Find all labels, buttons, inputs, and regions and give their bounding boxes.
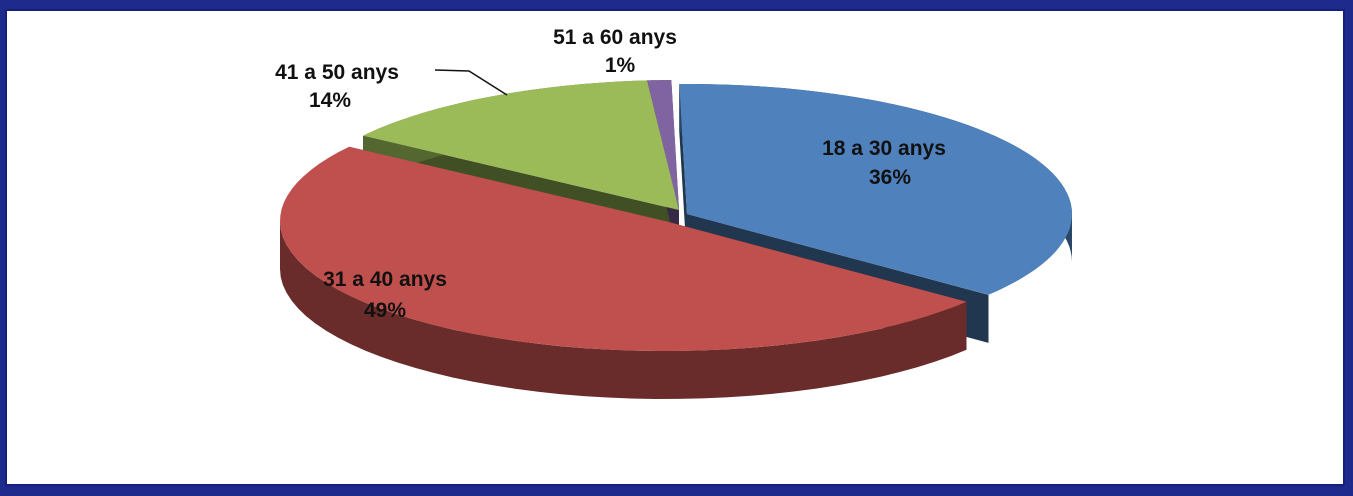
slice-label-31-40-value: 49% — [364, 299, 406, 322]
leader-line-41-50 — [434, 69, 508, 96]
pie-chart: 51 a 60 anys 1% 41 a 50 anys 14% 18 a 30… — [275, 26, 1072, 399]
slice-label-18-30-value: 36% — [869, 166, 911, 189]
slice-label-41-50-value: 14% — [309, 89, 351, 112]
slice-label-41-50-name: 41 a 50 anys — [275, 61, 399, 84]
pie-slice-18-30 — [679, 84, 1072, 295]
pie-slices — [280, 80, 1072, 399]
slice-label-18-30-name: 18 a 30 anys — [822, 137, 946, 160]
slice-label-31-40-name: 31 a 40 anys — [323, 268, 447, 291]
pie-slice-31-40 — [280, 146, 967, 351]
pie-slice-41-50 — [363, 80, 679, 211]
pie-slice-51-60 — [647, 80, 679, 210]
slice-label-51-60-value: 1% — [605, 54, 636, 77]
slice-rim-31-40 — [280, 221, 967, 399]
pie-top-faces — [280, 80, 1072, 351]
slice-label-51-60-name: 51 a 60 anys — [553, 26, 677, 49]
chart-frame: 51 a 60 anys 1% 41 a 50 anys 14% 18 a 30… — [5, 9, 1345, 486]
